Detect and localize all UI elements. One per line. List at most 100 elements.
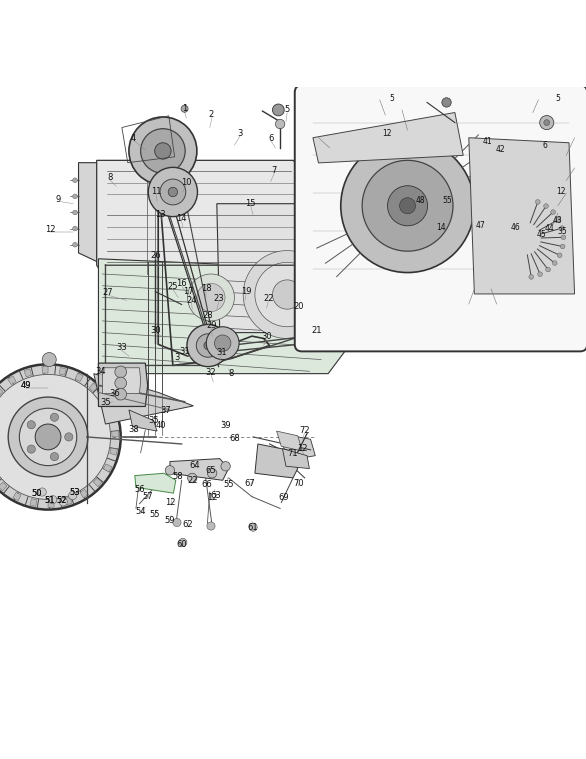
Text: 51: 51 [45,496,55,505]
Circle shape [64,433,73,441]
Text: 55: 55 [223,480,234,490]
Text: 27: 27 [103,288,113,298]
Polygon shape [110,448,117,455]
Text: 48: 48 [416,197,425,205]
Text: 54: 54 [135,507,146,516]
Text: 62: 62 [182,521,193,529]
Text: 14: 14 [436,222,445,231]
Circle shape [546,267,550,272]
Text: 17: 17 [183,287,194,296]
Polygon shape [98,363,148,407]
Circle shape [73,210,77,215]
Text: 47: 47 [476,222,485,231]
Circle shape [197,283,225,311]
Text: 24: 24 [186,296,197,305]
Polygon shape [79,162,98,263]
Text: 38: 38 [128,425,139,434]
Circle shape [206,327,239,360]
Circle shape [0,374,111,499]
Circle shape [50,452,59,461]
Text: 5: 5 [556,93,560,102]
Polygon shape [282,449,309,468]
Text: 16: 16 [176,279,187,288]
Text: 44: 44 [545,224,554,233]
Polygon shape [0,482,7,491]
Circle shape [69,491,77,499]
Circle shape [115,366,127,378]
Circle shape [73,226,77,231]
Polygon shape [97,160,309,274]
Text: 55: 55 [443,196,452,205]
Text: 12: 12 [165,498,176,507]
Polygon shape [24,369,32,376]
Text: 12: 12 [45,225,56,234]
Circle shape [50,413,59,421]
Circle shape [35,424,61,450]
Circle shape [19,408,77,465]
Text: 2: 2 [209,110,213,119]
Circle shape [115,389,127,400]
Text: 58: 58 [173,472,183,481]
Text: 3: 3 [237,129,243,138]
Circle shape [59,498,67,506]
Text: 36: 36 [109,389,120,398]
Circle shape [27,445,35,453]
Text: 8: 8 [229,369,234,378]
Circle shape [179,538,187,546]
Circle shape [115,377,127,389]
Text: 49: 49 [21,381,31,390]
Circle shape [387,186,428,225]
Text: 22: 22 [263,294,274,303]
Circle shape [553,261,557,266]
Text: 34: 34 [95,367,105,376]
Text: 31: 31 [216,348,227,357]
Text: 12: 12 [207,493,218,502]
Text: 5: 5 [285,106,289,115]
Circle shape [341,139,475,272]
Text: 30: 30 [150,326,161,335]
Text: 61: 61 [248,523,258,531]
Text: 14: 14 [176,215,187,223]
Circle shape [538,272,543,276]
Polygon shape [13,493,21,501]
Circle shape [27,420,35,429]
Text: 70: 70 [294,479,304,488]
Circle shape [187,324,229,367]
Circle shape [243,250,331,339]
Text: 49: 49 [21,381,31,390]
Polygon shape [255,444,298,478]
Circle shape [173,518,181,527]
Text: 51: 51 [45,496,55,505]
Text: 40: 40 [156,420,166,430]
Circle shape [400,198,415,214]
Polygon shape [129,410,157,431]
Circle shape [442,98,451,107]
Circle shape [249,523,257,531]
Text: 1: 1 [182,104,187,113]
Text: 52: 52 [57,496,67,505]
Text: 25: 25 [168,282,178,291]
Circle shape [141,129,185,173]
Polygon shape [100,396,109,405]
Circle shape [0,364,121,509]
Polygon shape [0,387,3,396]
Polygon shape [98,259,346,373]
Circle shape [196,334,220,357]
Text: 43: 43 [553,216,563,225]
Polygon shape [313,112,463,163]
Text: 29: 29 [206,321,217,330]
Circle shape [272,104,284,116]
Text: 68: 68 [229,433,240,442]
Text: 72: 72 [299,426,310,435]
Text: 56: 56 [134,484,145,493]
Polygon shape [59,367,66,375]
Text: 20: 20 [294,302,304,310]
Polygon shape [104,464,112,472]
Circle shape [544,203,548,209]
Circle shape [221,461,230,471]
Polygon shape [94,373,193,424]
Text: 52: 52 [57,496,67,505]
Circle shape [560,225,564,231]
Circle shape [188,474,197,483]
Text: 30: 30 [261,332,272,342]
